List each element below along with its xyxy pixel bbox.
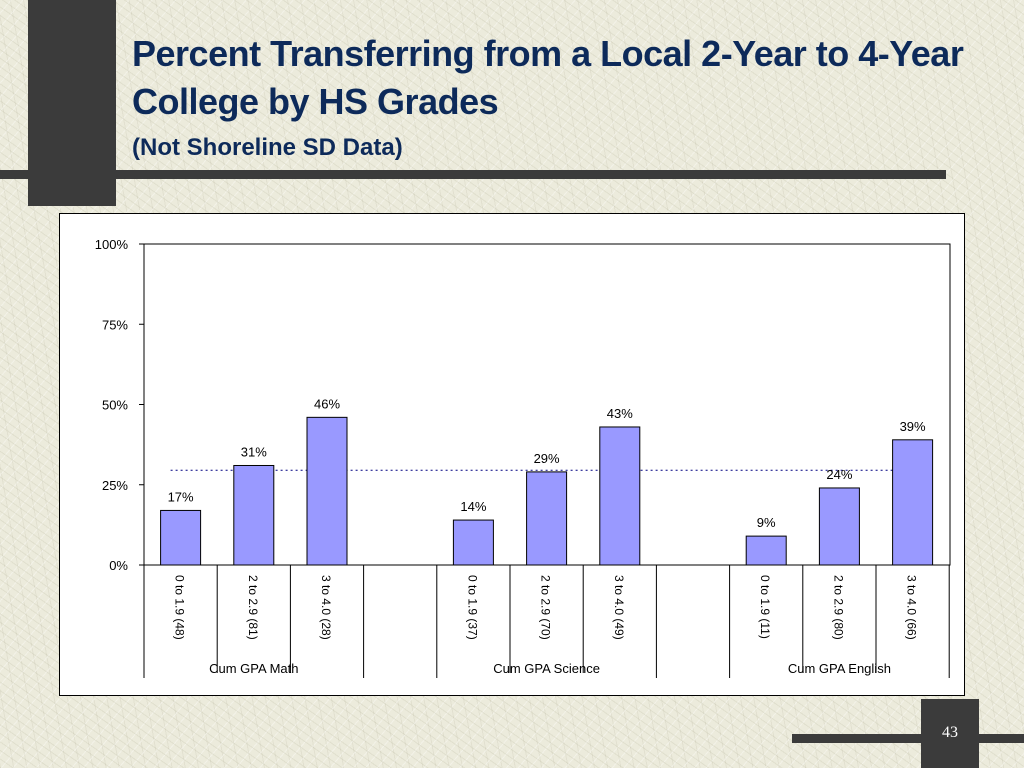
bar: [745, 535, 787, 566]
decorative-top-rule: [0, 170, 946, 179]
page-number-box: [921, 699, 979, 768]
category-label: 0 to 1.9 (37): [465, 575, 479, 640]
page-number: 43: [942, 724, 958, 741]
bar-value-label: 17%: [168, 489, 194, 504]
slide-subtitle: (Not Shoreline SD Data): [132, 134, 403, 161]
y-tick-label: 75%: [102, 317, 128, 332]
category-label: 3 to 4.0 (28): [319, 575, 333, 640]
category-label: 3 to 4.0 (49): [612, 575, 626, 640]
bar: [160, 509, 202, 566]
bar: [306, 416, 348, 566]
bar-value-label: 39%: [900, 419, 926, 434]
category-label: 0 to 1.9 (48): [173, 575, 187, 640]
category-label: 0 to 1.9 (11): [758, 575, 772, 639]
bar: [818, 487, 860, 566]
slide-title: Percent Transferring from a Local 2-Year…: [132, 33, 964, 122]
bar-value-label: 46%: [314, 396, 340, 411]
y-tick-label: 25%: [102, 478, 128, 493]
group-label: Cum GPA Science: [493, 661, 600, 676]
y-tick-label: 50%: [102, 398, 128, 413]
bar-value-label: 43%: [607, 406, 633, 421]
category-label: 2 to 2.9 (81): [246, 575, 260, 640]
group-label: Cum GPA Math: [209, 661, 298, 676]
bar-value-label: 24%: [826, 467, 852, 482]
bar-value-label: 31%: [241, 444, 267, 459]
group-label: Cum GPA English: [788, 661, 891, 676]
bar-value-label: 29%: [534, 451, 560, 466]
bar: [233, 464, 275, 566]
category-label: 2 to 2.9 (80): [831, 575, 845, 640]
bar-value-label: 9%: [757, 515, 776, 530]
category-label: 2 to 2.9 (70): [539, 575, 553, 640]
category-label: 3 to 4.0 (66): [905, 575, 919, 640]
y-tick-label: 100%: [95, 237, 129, 252]
y-tick-label: 0%: [109, 558, 128, 573]
bar: [452, 519, 494, 566]
bar: [526, 471, 568, 566]
decorative-bottom-rule: [792, 734, 1024, 743]
bar-value-label: 14%: [460, 499, 486, 514]
chart-container: 0% 25% 50% 75% 100% 17% 0 to 1.9 (48) 31% 2 to 2…: [59, 213, 965, 696]
bar: [892, 439, 934, 566]
bar: [599, 426, 641, 566]
bar-chart: 0% 25% 50% 75% 100% 17% 0 to 1.9 (48) 31% 2 to 2…: [95, 237, 951, 678]
